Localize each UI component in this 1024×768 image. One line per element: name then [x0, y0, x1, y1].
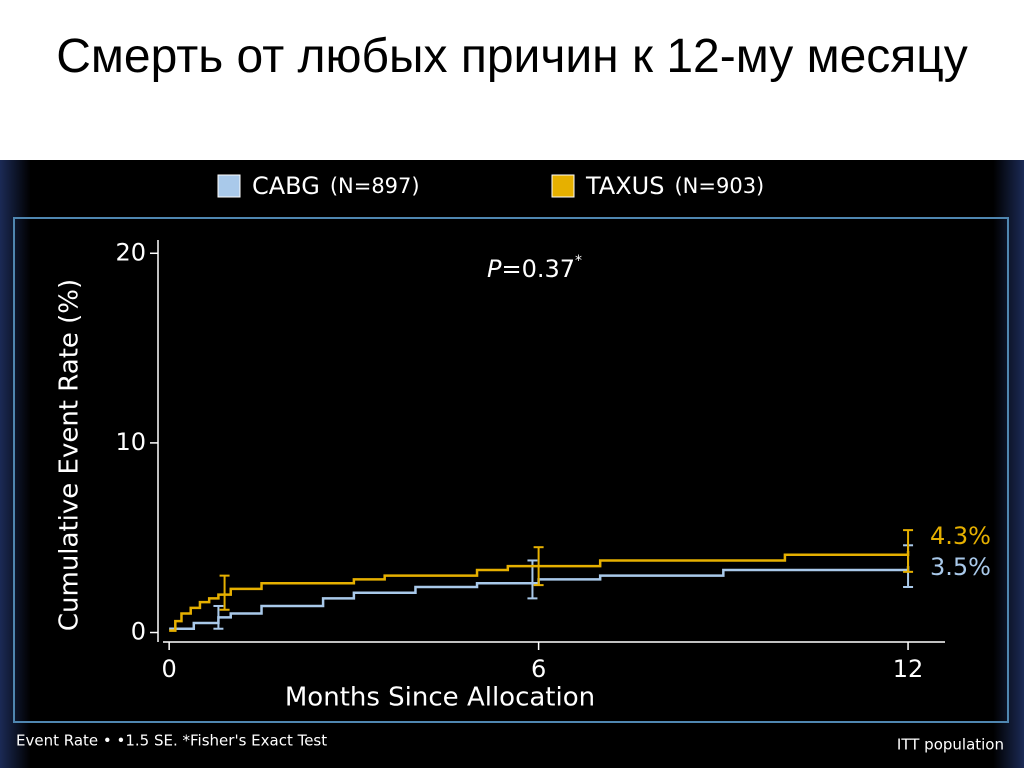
error-bar: [903, 529, 914, 573]
legend-swatch: [551, 174, 575, 198]
end-label: 3.5%: [930, 553, 991, 581]
error-bar: [533, 546, 544, 587]
legend-entry: TAXUS (N=903): [585, 172, 764, 200]
x-tick-label: 0: [162, 655, 177, 683]
p-symbol: P: [487, 255, 502, 283]
p-value: =0.37: [501, 255, 575, 283]
legend-name: CABG: [252, 172, 320, 200]
legend-n: (N=897): [330, 174, 420, 198]
end-label: 4.3%: [930, 522, 991, 550]
x-tick-label: 6: [531, 655, 546, 683]
x-tick-label: 12: [893, 655, 924, 683]
y-tick-label: 10: [115, 428, 146, 456]
legend-swatch: [217, 174, 241, 198]
y-tick-label: 0: [131, 618, 146, 646]
error-bar: [219, 574, 230, 611]
p-mark: *: [575, 253, 582, 269]
legend-entry: CABG (N=897): [252, 172, 420, 200]
p-annotation: P=0.37*: [487, 253, 582, 283]
y-axis-label: Cumulative Event Rate (%): [55, 279, 85, 631]
x-axis-label: Months Since Allocation: [285, 683, 595, 713]
step-line: [169, 550, 910, 632]
error-bar: [213, 604, 224, 630]
y-tick-label: 20: [115, 238, 146, 266]
panel: [0, 160, 1024, 768]
legend-name: TAXUS: [585, 172, 664, 200]
legend-n: (N=903): [674, 174, 764, 198]
footnote: Event Rate • •1.5 SE. *Fisher's Exact Te…: [16, 732, 327, 750]
plot-frame: [13, 217, 1009, 723]
population-note: ITT population: [897, 736, 1004, 754]
slide-title: Смерть от любых причин к 12-му месяцу: [56, 30, 968, 83]
